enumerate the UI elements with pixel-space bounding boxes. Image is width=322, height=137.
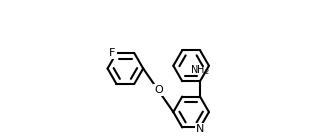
Text: NH$_2$: NH$_2$ bbox=[190, 64, 210, 77]
Text: N: N bbox=[196, 124, 204, 134]
Text: O: O bbox=[154, 85, 163, 95]
Text: F: F bbox=[109, 48, 116, 58]
